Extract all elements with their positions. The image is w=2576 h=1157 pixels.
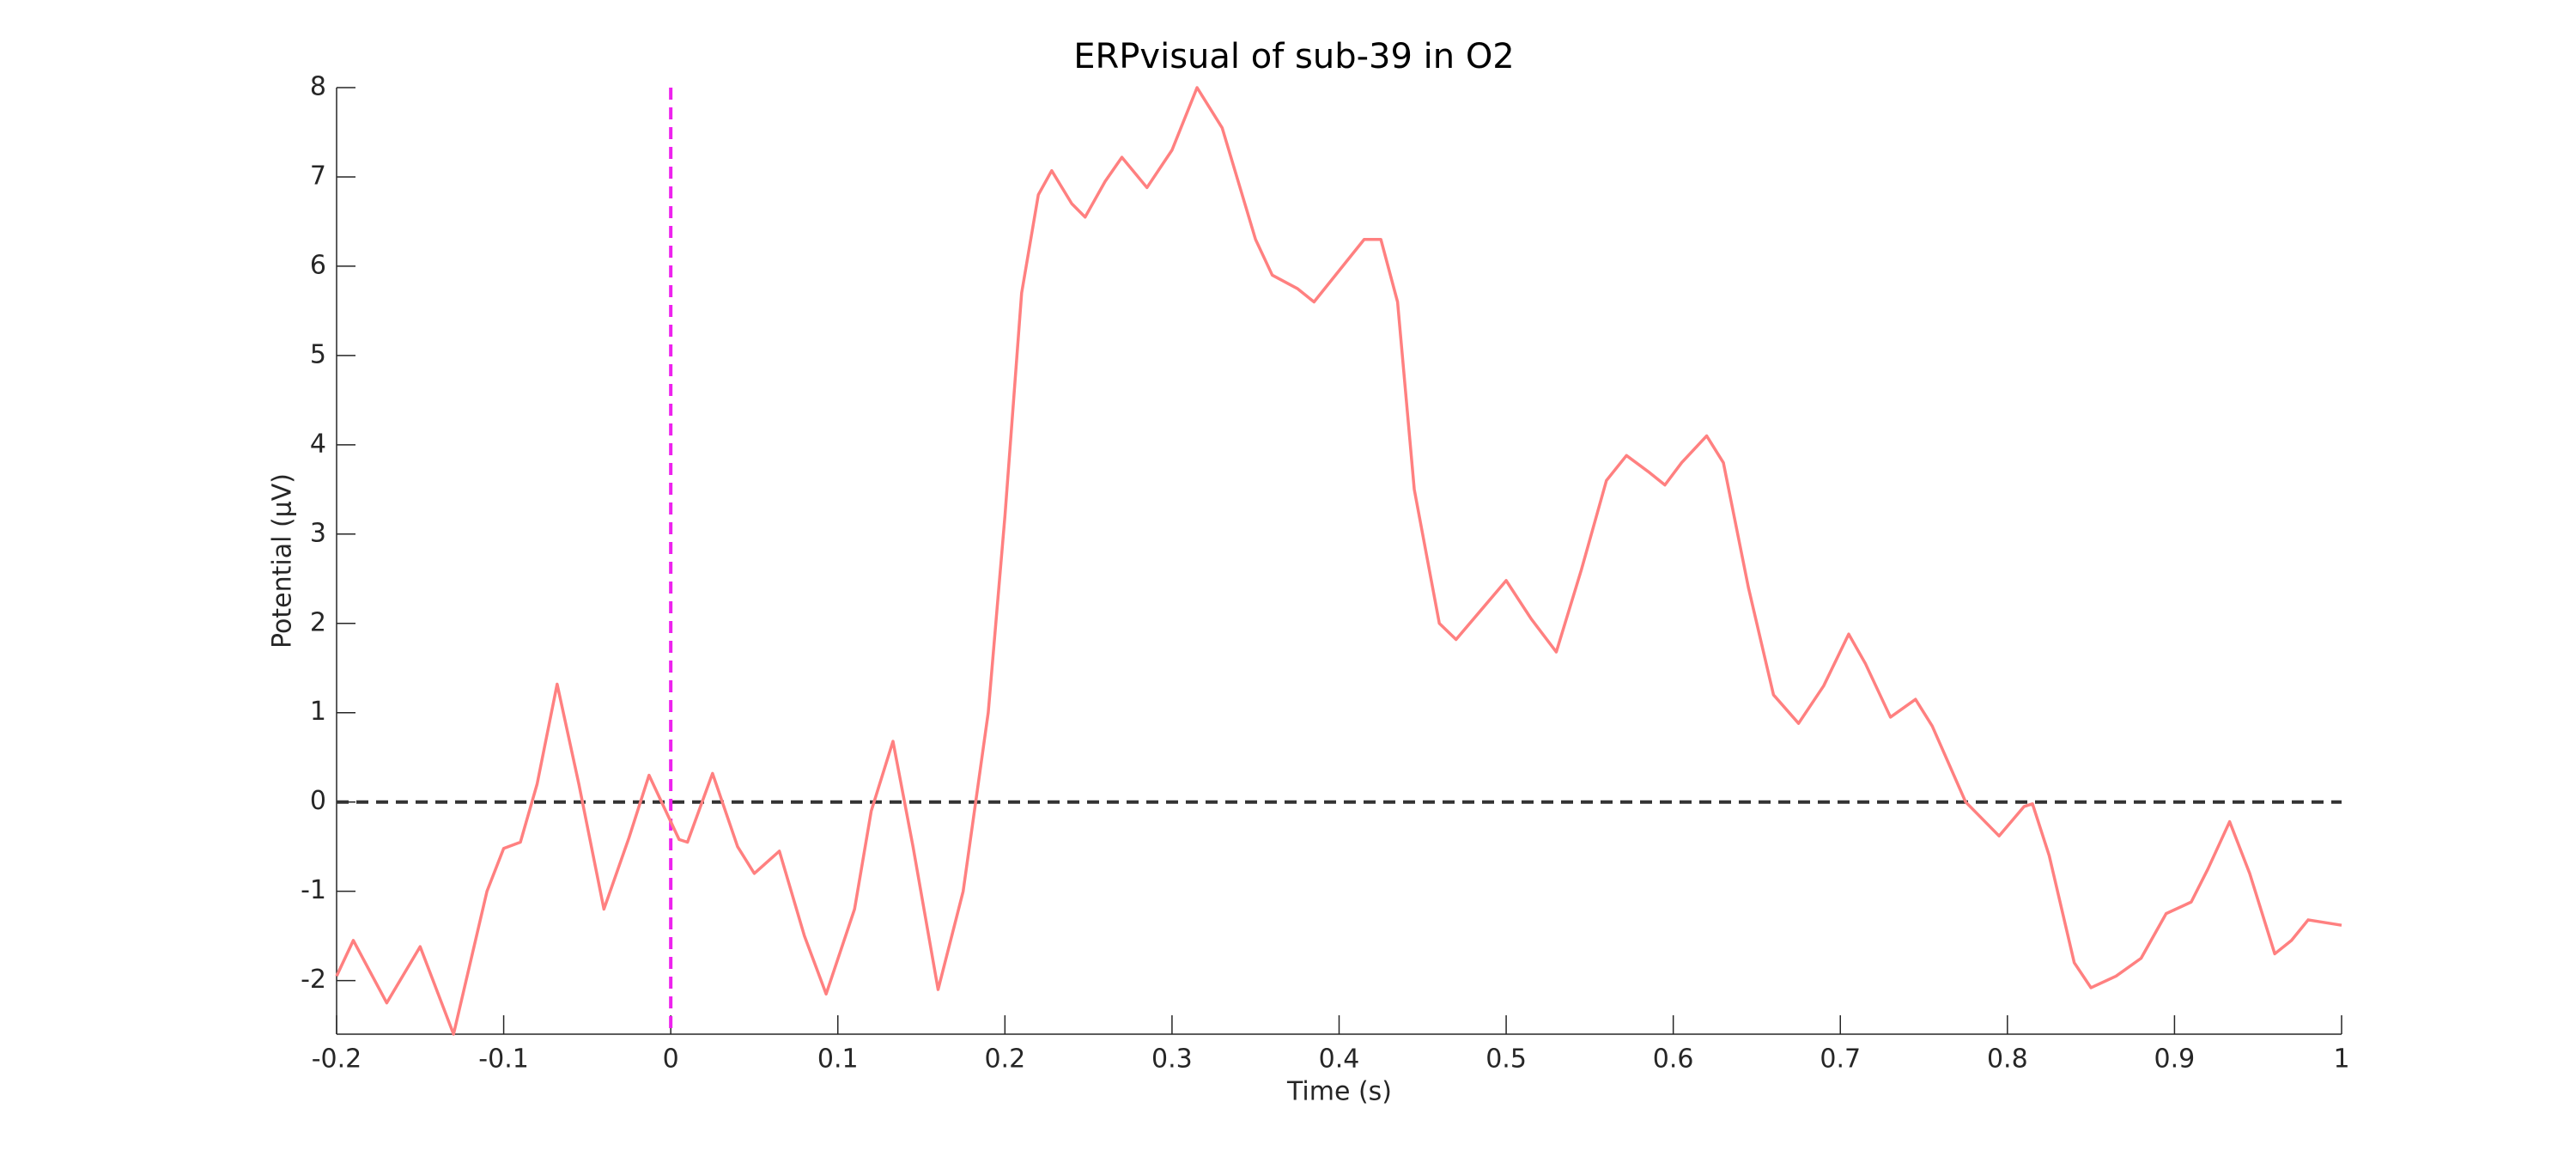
y-tick-label: -1: [301, 875, 326, 905]
y-tick-label: -2: [301, 965, 326, 995]
y-tick-label: 0: [310, 786, 326, 816]
y-axis-label: Potential (μV): [268, 473, 298, 649]
x-tick-label: 0: [663, 1044, 679, 1075]
x-tick-label: 0.8: [1987, 1044, 2028, 1075]
x-axis-label: Time (s): [1286, 1077, 1392, 1107]
x-tick-label: 0.2: [984, 1044, 1025, 1075]
chart-title: ERPvisual of sub-39 in O2: [1073, 37, 1515, 76]
x-tick-label: 1: [2333, 1044, 2349, 1075]
data-line: [335, 86, 2342, 1036]
y-tick-label: 5: [310, 339, 326, 369]
y-tick-label: 8: [310, 72, 326, 102]
x-tick-label: 0.4: [1319, 1044, 1360, 1075]
x-tick-label: 0.9: [2154, 1044, 2196, 1075]
y-tick-label: 6: [310, 250, 326, 280]
y-tick-label: 2: [310, 607, 326, 637]
x-tick-label: 0.5: [1485, 1044, 1527, 1075]
y-tick-label: 4: [310, 429, 326, 459]
y-tick-label: 7: [310, 161, 326, 191]
x-tick-label: -0.2: [312, 1044, 362, 1075]
x-tick-label: 0.1: [817, 1044, 859, 1075]
x-tick-label: 0.7: [1820, 1044, 1861, 1075]
x-tick-label: 0.6: [1653, 1044, 1694, 1075]
y-tick-label: 3: [310, 518, 326, 548]
x-tick-label: 0.3: [1151, 1044, 1193, 1075]
y-tick-label: 1: [310, 697, 326, 727]
x-tick-label: -0.1: [478, 1044, 529, 1075]
